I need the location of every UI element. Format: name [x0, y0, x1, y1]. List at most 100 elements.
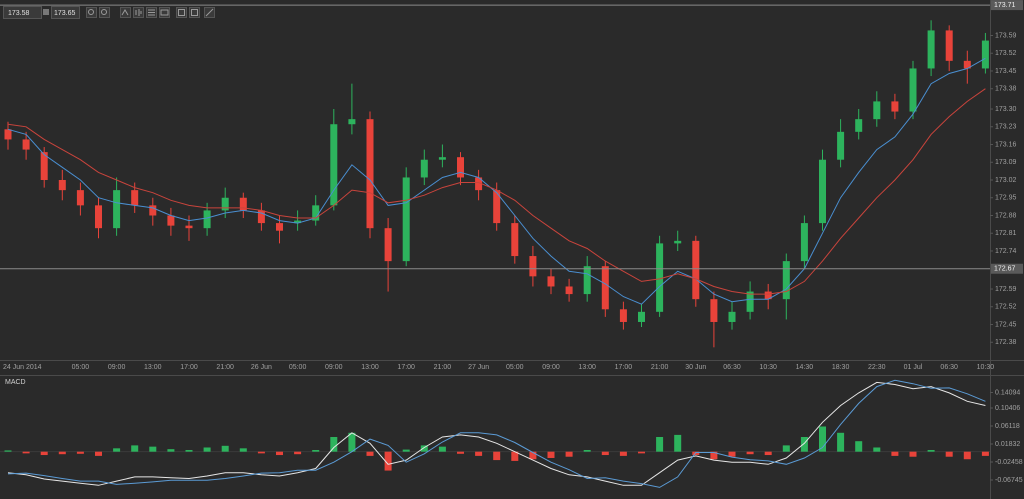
- y-tick-label: 173.16: [995, 141, 1017, 148]
- draw-button[interactable]: [204, 7, 215, 18]
- y-tick-label: 172.81: [995, 230, 1017, 237]
- histogram-bar: [420, 445, 428, 452]
- histogram-bar: [782, 445, 790, 452]
- histogram-bar: [475, 451, 483, 456]
- histogram-bar: [131, 445, 139, 452]
- y-tick-label: -0.06745: [995, 477, 1023, 484]
- candle-body: [674, 240, 682, 244]
- x-tick-label: 13:00: [361, 364, 379, 371]
- zoom-out-button[interactable]: [99, 7, 110, 18]
- chart-type-button[interactable]: [133, 7, 144, 18]
- histogram-bar: [800, 436, 808, 452]
- x-tick-label: 27 Jun: [468, 364, 489, 371]
- candle-body: [493, 190, 501, 224]
- histogram-bar: [185, 450, 193, 452]
- y-tick-label: 0.01832: [995, 441, 1020, 448]
- histogram-bar: [294, 451, 302, 455]
- candle-body: [601, 266, 609, 310]
- histogram-bar: [601, 451, 609, 456]
- y-tick-label: 173.02: [995, 177, 1017, 184]
- template-button[interactable]: [176, 7, 187, 18]
- candle-body: [185, 225, 193, 229]
- candle-body: [420, 159, 428, 178]
- x-tick-label: 01 Jul: [904, 364, 923, 371]
- histogram-bar: [203, 447, 211, 452]
- x-tick-label: 24 Jun 2014: [3, 364, 42, 371]
- y-tick-label: 172.74: [995, 248, 1017, 255]
- candle-body: [95, 205, 102, 229]
- candle-body: [746, 291, 754, 312]
- histogram-bar: [402, 449, 410, 452]
- candle-body: [529, 256, 537, 277]
- y-tick-label: 0.14094: [995, 389, 1020, 396]
- x-tick-label: 21:00: [651, 364, 669, 371]
- ask-price: 173.65: [54, 10, 76, 17]
- histogram-bar: [438, 446, 446, 452]
- histogram-bar: [493, 451, 501, 461]
- x-tick-label: 06:30: [723, 364, 741, 371]
- histogram-bar: [511, 451, 519, 461]
- y-tick-label: 173.52: [995, 50, 1017, 57]
- candle-body: [384, 228, 392, 262]
- candle-body: [330, 124, 338, 206]
- candle-body: [837, 131, 845, 160]
- histogram-bar: [909, 451, 917, 457]
- candle-body: [276, 223, 283, 231]
- y-tick-label: 173.59: [995, 32, 1017, 39]
- histogram-bar: [149, 446, 157, 452]
- histogram-bar: [674, 434, 682, 452]
- ask-box[interactable]: [51, 6, 80, 19]
- histogram-bar: [891, 451, 899, 456]
- x-tick-label: 14:30: [796, 364, 814, 371]
- candle-body: [619, 309, 627, 322]
- histogram-bar: [76, 451, 84, 454]
- y-tick-label: 0.10406: [995, 405, 1020, 412]
- candle-body: [348, 119, 356, 125]
- candle-body: [4, 129, 12, 140]
- candle-body: [891, 101, 899, 112]
- x-tick-label: 13:00: [144, 364, 162, 371]
- candle-body: [22, 139, 30, 150]
- histogram-bar: [384, 451, 392, 471]
- candle-body: [40, 152, 48, 180]
- histogram-bar: [312, 450, 320, 452]
- histogram-bar: [330, 436, 338, 452]
- histogram-bar: [529, 451, 537, 460]
- candle-body: [963, 60, 971, 69]
- macd-title: MACD: [5, 379, 26, 386]
- candle-body: [167, 215, 175, 226]
- candle-body: [728, 311, 736, 322]
- x-tick-label: 06:30: [940, 364, 958, 371]
- histogram-bar: [728, 451, 736, 457]
- candle-body: [76, 190, 84, 206]
- objects-button[interactable]: [159, 7, 170, 18]
- timeframe-button[interactable]: [120, 7, 131, 18]
- candle-body: [909, 68, 917, 112]
- candle-body: [402, 177, 410, 262]
- bid-box[interactable]: [3, 6, 42, 19]
- x-tick-label: 17:00: [180, 364, 198, 371]
- x-tick-label: 05:00: [289, 364, 307, 371]
- candle-body: [583, 266, 591, 295]
- zoom-in-button[interactable]: [86, 7, 97, 18]
- indicators-button[interactable]: [146, 7, 157, 18]
- candle-body: [945, 30, 953, 61]
- histogram-bar: [692, 451, 700, 456]
- x-tick-label: 05:00: [72, 364, 90, 371]
- y-tick-label: 173.23: [995, 124, 1017, 131]
- histogram-bar: [583, 450, 591, 452]
- y-tick-label: 173.30: [995, 106, 1017, 113]
- candle-body: [710, 299, 718, 322]
- save-button[interactable]: [189, 7, 200, 18]
- candle-body: [113, 190, 121, 229]
- histogram-bar: [981, 451, 989, 456]
- histogram-bar: [348, 432, 356, 452]
- histogram-bar: [927, 450, 935, 452]
- candle-body: [656, 243, 664, 312]
- y-tick-label: 172.88: [995, 212, 1017, 219]
- candle-body: [855, 119, 863, 132]
- x-tick-label: 10:30: [977, 364, 995, 371]
- candle-body: [366, 119, 374, 229]
- histogram-bar: [40, 451, 48, 456]
